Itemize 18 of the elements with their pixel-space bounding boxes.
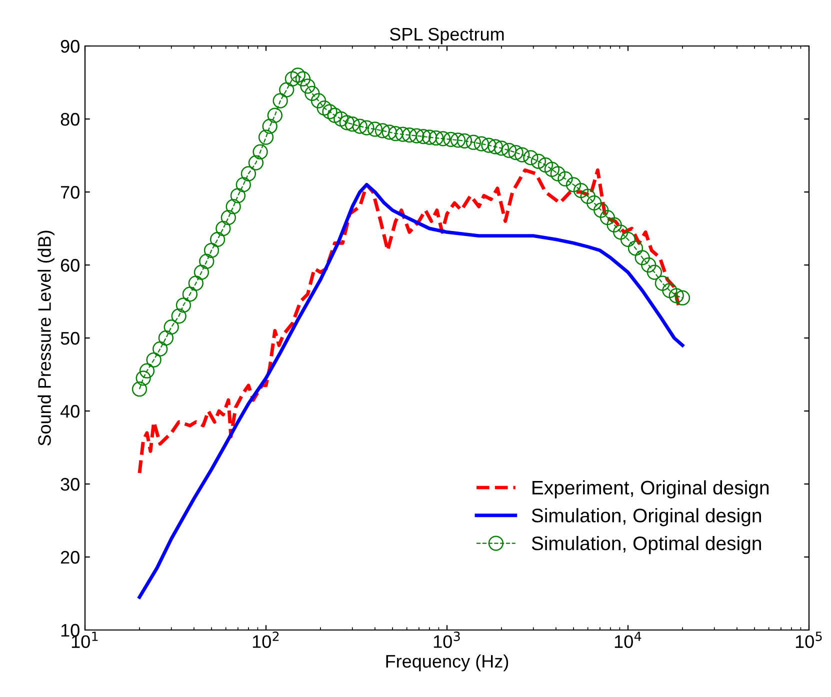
x-tick-label: 10$^{3}$: [434, 632, 460, 648]
x-axis-title: Frequency (Hz): [386, 654, 508, 672]
y-tick-label: 50: [60, 332, 80, 345]
y-tick-label: 90: [60, 40, 80, 53]
legend-label: Simulation, Optimal design: [532, 536, 761, 554]
y-tick-label: 60: [60, 258, 80, 272]
y-axis-title: Sound Pressure Level (dB): [38, 230, 54, 446]
legend-label: Experiment, Original design: [532, 480, 769, 498]
y-tick-label: 20: [60, 550, 80, 564]
y-tick-label: 80: [60, 112, 80, 126]
chart-title: SPL Spectrum: [390, 28, 504, 44]
y-tick-label: 30: [60, 478, 80, 491]
x-tick-label: 10$^{5}$: [796, 632, 822, 648]
y-tick-label: 70: [60, 186, 80, 199]
x-tick-label: 10$^{2}$: [252, 632, 279, 648]
legend-label: Simulation, Original design: [532, 508, 761, 526]
x-tick-label: 10$^{4}$: [614, 632, 642, 648]
y-tick-label: 40: [60, 404, 80, 418]
